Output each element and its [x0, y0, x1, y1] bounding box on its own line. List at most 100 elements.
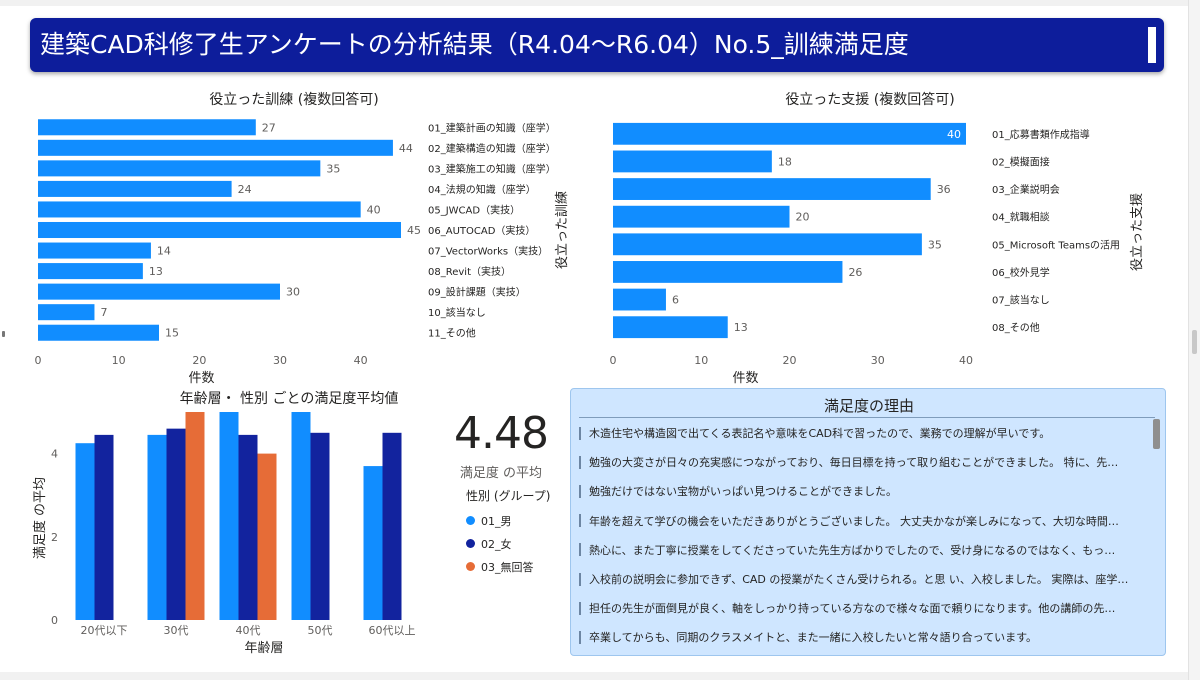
chart-0-x-tick-label: 10: [112, 354, 126, 367]
legend-item-female[interactable]: 02_女: [466, 532, 576, 555]
page-scrollbar[interactable]: [1188, 0, 1200, 680]
reason-item[interactable]: 熱心に、また丁寧に授業をしてくださっていた先生方ばかりでしたので、受け身になるの…: [579, 539, 1151, 561]
chart-2-title: 年齢層・ 性別 ごとの満足度平均値: [180, 391, 399, 407]
chart-1-title: 役立った支援 (複数回答可): [785, 91, 954, 108]
chart-1-x-tick-label: 30: [871, 354, 885, 367]
chart-1-x-tick-label: 10: [694, 354, 708, 367]
reasons-divider: [579, 417, 1155, 418]
reason-bullet-bar: [579, 543, 581, 557]
chart-2-bar-female[interactable]: [238, 434, 258, 620]
chart-1-category-label: 05_Microsoft Teamsの活用: [992, 239, 1120, 251]
chart-0-data-label: 13: [149, 265, 163, 278]
chart-0-category-label: 04_法規の知識（座学）: [428, 183, 536, 196]
reasons-scrollbar-thumb[interactable]: [1153, 419, 1160, 449]
chart-2-bar-male[interactable]: [147, 434, 167, 620]
reason-bullet-bar: [579, 601, 581, 615]
chart-2-bar-male[interactable]: [75, 443, 95, 620]
chart-1-category-label: 06_校外見学: [992, 266, 1050, 279]
chart-1-category-label: 04_就職相談: [992, 211, 1050, 224]
reason-bullet-bar: [579, 630, 581, 644]
chart-2-x-tick-label: 40代: [236, 624, 261, 637]
legend-item-male[interactable]: 01_男: [466, 509, 576, 532]
chart-1-data-label: 35: [928, 238, 942, 251]
chart-0-category-label: 08_Revit（実技）: [428, 265, 511, 278]
chart-0-category-label: 02_建築構造の知識（座学）: [428, 142, 556, 155]
reason-bullet-bar: [579, 484, 581, 498]
reason-text: 勉強の大変さが日々の充実感につながっており、毎日目標を持って取り組むことができま…: [589, 456, 1119, 470]
chart-1-bar[interactable]: [613, 122, 966, 145]
chart-1-x-axis-title: 件数: [732, 371, 758, 386]
chart-0-bar[interactable]: [38, 139, 393, 156]
chart-1-category-label: 03_企業説明会: [992, 183, 1060, 196]
reason-item[interactable]: 卒業してからも、同期のクラスメイトと、また一緒に入校したいと常々語り合っています…: [579, 626, 1151, 648]
chart-0-bar[interactable]: [38, 201, 361, 218]
chart-2-bar-no-answer[interactable]: [257, 453, 277, 620]
chart-1-bar[interactable]: [613, 233, 922, 256]
chart-1-data-label: 36: [937, 183, 951, 196]
chart-1-bar[interactable]: [613, 178, 931, 200]
reason-bullet-bar: [579, 455, 581, 469]
chart-1-bar[interactable]: [613, 150, 772, 173]
report-header: 建築CAD科修了生アンケートの分析結果（R4.04〜R6.04）No.5_訓練満…: [30, 18, 1164, 72]
chart-1-bar[interactable]: [613, 316, 728, 339]
chart-0-bar[interactable]: [38, 242, 151, 259]
chart-1-category-label: 02_模擬面接: [992, 155, 1050, 168]
page-scrollbar-thumb[interactable]: [1192, 330, 1197, 354]
chart-0-category-label: 03_建築施工の知識（座学）: [428, 162, 556, 175]
chart-1-data-label: 26: [848, 266, 862, 279]
reason-item[interactable]: 勉強だけではない宝物がいっぱい見つけることができました。: [579, 480, 1151, 502]
chart-0-bar[interactable]: [38, 119, 256, 136]
chart-2-bar-male[interactable]: [291, 412, 311, 620]
chart-2-x-tick-label: 50代: [308, 624, 333, 637]
header-marker: [1148, 27, 1156, 63]
charts-canvas: 役立った訓練 (複数回答可)27 01_建築計画の知識（座学）44 02_建築構造の…: [32, 91, 1145, 656]
chart-0-bar[interactable]: [38, 160, 321, 177]
chart-0-category-label: 07_VectorWorks（実技）: [428, 245, 548, 258]
chart-0-x-axis-title: 件数: [188, 371, 214, 386]
chart-1-bar[interactable]: [613, 205, 790, 228]
chart-0-data-label: 40: [367, 203, 381, 216]
chart-2-y-tick-label: 2: [51, 531, 58, 544]
reason-item[interactable]: 勉強の大変さが日々の充実感につながっており、毎日目標を持って取り組むことができま…: [579, 451, 1151, 473]
chart-1-bar[interactable]: [613, 288, 666, 311]
chart-2-bar-no-answer[interactable]: [185, 412, 205, 620]
chart-2-x-tick-label: 60代以上: [369, 624, 416, 637]
chart-0-category-label: 09_設計課題（実技）: [428, 286, 526, 299]
left-edge-marker: [2, 331, 5, 337]
reason-text: 担任の先生が面倒見が良く、軸をしっかり持っている方なので様々な面で頼りになります…: [589, 602, 1116, 616]
chart-1-data-label: 6: [672, 294, 679, 307]
chart-2-bar-female[interactable]: [94, 434, 114, 620]
chart-0-bar[interactable]: [38, 304, 95, 321]
reason-text: 卒業してからも、同期のクラスメイトと、また一緒に入校したいと常々語り合っています…: [589, 631, 1038, 645]
chart-2-bar-female[interactable]: [310, 432, 330, 620]
chart-1-x-tick-label: 20: [783, 354, 797, 367]
chart-0-bar[interactable]: [38, 263, 143, 280]
reason-bullet-bar: [579, 426, 581, 440]
chart-2-bar-female[interactable]: [382, 432, 402, 620]
reason-item[interactable]: 入校前の説明会に参加できず、CAD の授業がたくさん受けられる。と思 い、入校し…: [579, 568, 1151, 590]
chart-1-x-tick-label: 0: [610, 354, 617, 367]
chart-1-x-tick-label: 40: [959, 354, 973, 367]
chart-2-y-tick-label: 4: [51, 448, 58, 461]
chart-2-bar-male[interactable]: [363, 466, 383, 620]
reason-item[interactable]: 年齢を超えて学びの機会をいただきありがとうございました。 大丈夫かなが楽しみにな…: [579, 510, 1151, 532]
chart-1-data-label: 18: [778, 155, 792, 168]
legend-item-no-answer[interactable]: 03_無回答: [466, 555, 576, 578]
chart-0-bar[interactable]: [38, 180, 232, 197]
chart-2-bar-female[interactable]: [166, 428, 186, 620]
chart-1-bar[interactable]: [613, 261, 843, 283]
chart-0-y-axis-title: 役立った訓練: [554, 191, 570, 269]
chart-0-data-label: 15: [165, 327, 179, 340]
legend-label-female: 02_女: [481, 537, 512, 551]
chart-1-category-label: 08_その他: [992, 321, 1040, 334]
reason-bullet-bar: [579, 572, 581, 586]
chart-0-bar[interactable]: [38, 221, 401, 239]
chart-0-bar[interactable]: [38, 283, 280, 300]
chart-0-data-label: 44: [399, 142, 413, 155]
reason-item[interactable]: 担任の先生が面倒見が良く、軸をしっかり持っている方なので様々な面で頼りになります…: [579, 597, 1151, 619]
chart-2-bar-male[interactable]: [219, 412, 239, 620]
window-bottom-strip: [0, 672, 1200, 680]
reason-text: 熱心に、また丁寧に授業をしてくださっていた先生方ばかりでしたので、受け身になるの…: [589, 543, 1116, 557]
reason-item[interactable]: 木造住宅や構造図で出てくる表記名や意味をCAD科で習ったので、業務での理解が早い…: [579, 422, 1151, 444]
chart-0-bar[interactable]: [38, 324, 159, 341]
